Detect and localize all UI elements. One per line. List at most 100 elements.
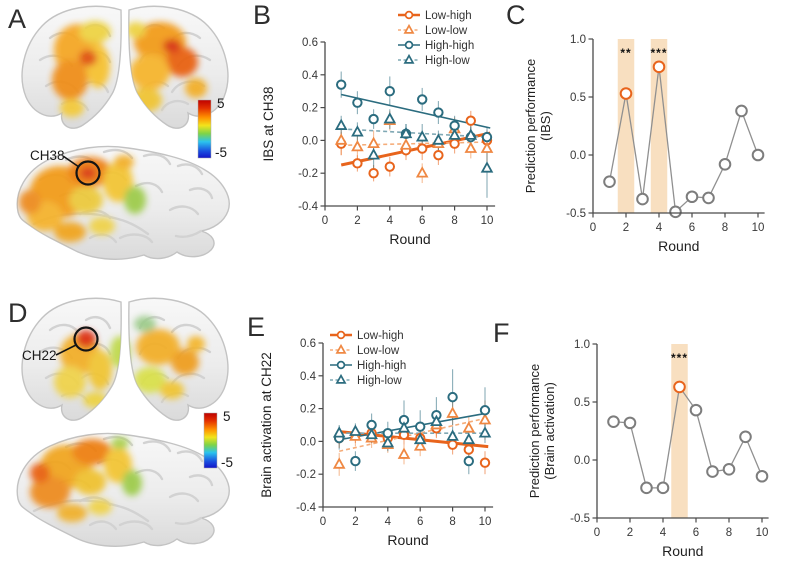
data-point-triangle <box>432 133 445 145</box>
panel-label-d: D <box>8 298 28 328</box>
y-axis-title: Brain activation at CH22 <box>259 352 274 498</box>
colorbar-a: 5 -5 <box>197 96 227 160</box>
legend-label: High-high <box>357 360 406 372</box>
channel-label-ch38: CH38 <box>30 148 65 163</box>
y-tick-label: 0.5 <box>570 92 586 104</box>
data-point-circle <box>417 143 428 154</box>
data-point-circle <box>718 157 732 171</box>
data-point-triangle <box>446 429 459 441</box>
x-tick-label: 0 <box>590 222 596 234</box>
y-tick-label: -0.4 <box>296 502 316 514</box>
data-point-circle <box>368 113 379 125</box>
data-point-triangle <box>403 53 415 64</box>
data-point-triangle <box>351 125 364 137</box>
significance-stars: *** <box>650 46 667 60</box>
x-axis-title: Round <box>662 543 703 559</box>
x-tick-label: 0 <box>320 516 326 528</box>
y-tick-label: -0.2 <box>298 168 318 180</box>
x-tick-label: 2 <box>623 222 629 234</box>
trend-line-high-high <box>341 93 491 129</box>
trend-line-low-low <box>339 416 489 453</box>
activation-overlay-lateral-a <box>19 155 146 242</box>
data-point-circle <box>702 191 715 205</box>
data-point-circle <box>652 60 666 74</box>
data-point-triangle <box>415 166 429 178</box>
significance-stars: *** <box>671 351 688 365</box>
x-tick-label: 10 <box>752 222 765 234</box>
y-tick-label: 0.4 <box>302 70 319 82</box>
x-tick-label: 4 <box>385 516 392 528</box>
channel-pointer-line-ch22 <box>55 344 77 356</box>
highlight-band <box>617 39 635 213</box>
x-tick-label: 6 <box>693 527 699 539</box>
brain-panel-d: CH22 5 -5 <box>0 295 233 580</box>
colorbar-max-label-a: 5 <box>217 96 225 111</box>
y-tick-label: -0.4 <box>298 201 318 213</box>
data-point-triangle <box>480 141 494 153</box>
data-point-triangle <box>462 432 476 445</box>
y-axis-title-line-2: (IBS) <box>538 111 553 141</box>
x-tick-label: 2 <box>354 215 360 227</box>
panel-label-e: E <box>247 312 266 342</box>
data-point-circle <box>619 87 633 100</box>
data-point-circle <box>368 168 379 179</box>
brain-lateral-view-a: CH38 <box>17 146 229 259</box>
y-tick-label: -0.5 <box>566 208 586 220</box>
y-tick-label: 0.5 <box>574 397 590 409</box>
data-point-circle <box>384 161 396 172</box>
chart-svg-b: Low-high Low-low High-high High-low 0 2 4 6 8 10 -… <box>261 10 496 247</box>
data-point-circle <box>623 416 637 430</box>
x-tick-label: 6 <box>689 222 695 234</box>
data-point-circle <box>463 444 475 455</box>
activation-overlay-frontal-d <box>54 316 205 408</box>
legend-item-high-low: High-low <box>330 373 402 387</box>
x-tick-label: 4 <box>656 222 663 234</box>
x-tick-label: 8 <box>451 215 457 227</box>
trend-line-high-low <box>341 128 491 139</box>
x-axis-title: Round <box>389 231 430 247</box>
data-point-triangle <box>383 112 397 124</box>
data-point-circle <box>755 469 769 483</box>
data-point-circle <box>336 79 347 90</box>
highlight-band <box>671 344 688 518</box>
x-tick-label: 0 <box>322 215 328 227</box>
data-point-triangle <box>332 457 346 469</box>
data-point-circle <box>352 158 363 169</box>
y-tick-label: 0.4 <box>300 371 317 383</box>
data-point-triangle <box>464 141 478 153</box>
chart-svg-e: Low-high Low-low High-high High-low 0 2 4 6 8 10 -… <box>259 330 494 548</box>
data-point-circle <box>463 455 475 467</box>
data-point-circle <box>689 403 703 417</box>
data-point-circle <box>673 380 686 394</box>
y-axis-title-line-1: Prediction performance <box>523 59 538 193</box>
data-point-circle <box>603 175 616 188</box>
colorbar-d: 5 -5 <box>203 409 233 470</box>
data-point-triangle <box>478 413 492 425</box>
x-axis-title: Round <box>658 238 699 254</box>
data-point-circle <box>640 481 653 495</box>
data-line <box>608 66 759 214</box>
data-point-triangle <box>413 439 427 451</box>
data-point-circle <box>751 148 765 162</box>
y-axis-title: IBS at CH38 <box>261 86 276 161</box>
data-point-circle <box>465 115 477 126</box>
data-point-circle <box>433 149 444 161</box>
y-tick-label: 0.2 <box>302 103 318 115</box>
data-point-circle <box>447 391 458 403</box>
y-tick-label: -0.5 <box>570 513 590 525</box>
legend-item-low-low: Low-low <box>330 343 400 357</box>
panel-label-a: A <box>8 4 27 34</box>
series-errorbars-low-high <box>340 110 488 182</box>
trend-line-low-low <box>341 141 491 147</box>
data-point-triangle <box>397 421 411 433</box>
panel-label-c: C <box>506 0 526 30</box>
data-point-circle <box>417 94 428 105</box>
data-point-circle <box>404 40 414 50</box>
legend-item-high-low: High-low <box>398 53 470 67</box>
data-point-triangle <box>430 414 443 427</box>
data-point-triangle <box>397 447 411 459</box>
legend-label: Low-low <box>425 25 468 37</box>
data-point-circle <box>706 465 719 478</box>
x-tick-label: 2 <box>352 516 358 528</box>
data-point-circle <box>735 104 748 118</box>
